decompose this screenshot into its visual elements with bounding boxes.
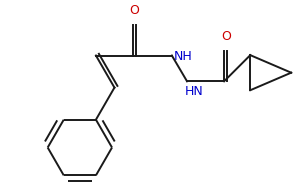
Text: NH: NH <box>174 50 193 63</box>
Text: HN: HN <box>185 85 204 98</box>
Text: O: O <box>130 4 140 17</box>
Text: O: O <box>221 30 231 43</box>
